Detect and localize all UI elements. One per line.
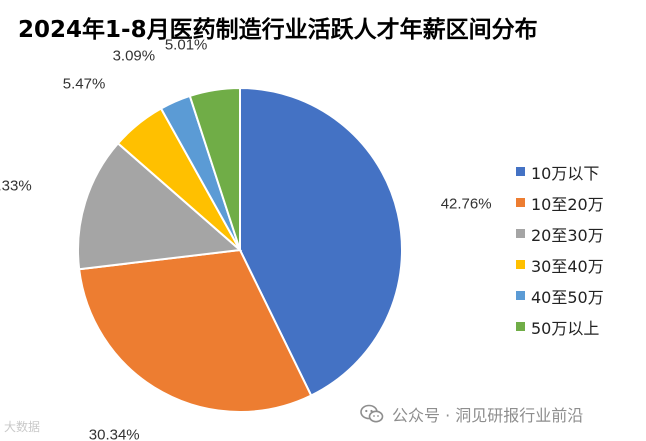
pie-label-6: 5.01% (165, 37, 208, 54)
pie-label-5: 3.09% (113, 48, 156, 65)
legend-item-5: 40至50万 (516, 280, 604, 311)
pie-slice-3 (77, 141, 243, 271)
watermark-right-text: 公众号 · 洞见研报行业前沿 (392, 406, 584, 425)
legend-item-6: 50万以上 (516, 311, 604, 342)
legend-label: 40至50万 (531, 287, 604, 307)
watermark-left: 大数据 (4, 418, 40, 435)
legend-swatch (516, 322, 525, 331)
legend-item-3: 20至30万 (516, 218, 604, 249)
pie-label-3: 13.33% (0, 178, 32, 195)
legend-swatch (516, 291, 525, 300)
chart-legend: 10万以下 10至20万 20至30万 30至40万 40至50万 50万以上 (516, 156, 604, 342)
legend-swatch (516, 198, 525, 207)
legend-label: 10至20万 (531, 194, 604, 214)
legend-item-2: 10至20万 (516, 187, 604, 218)
watermark-right: 公众号 · 洞见研报行业前沿 (360, 402, 583, 426)
pie-slice-2 (78, 248, 313, 413)
chart-title: 2024年1-8月医药制造行业活跃人才年薪区间分布 (18, 17, 538, 43)
pie-label-2: 30.34% (89, 426, 140, 441)
pie-label-4: 5.47% (63, 76, 106, 93)
legend-label: 20至30万 (531, 225, 604, 245)
legend-label: 30至40万 (531, 256, 604, 276)
pie-slice-1 (239, 86, 403, 397)
legend-swatch (516, 229, 525, 238)
watermark-left-text: 大数据 (4, 420, 41, 434)
pie-label-1: 42.76% (441, 196, 492, 213)
legend-swatch (516, 167, 525, 176)
wechat-icon (360, 404, 384, 423)
legend-item-1: 10万以下 (516, 156, 604, 187)
legend-item-4: 30至40万 (516, 249, 604, 280)
pie-slice-6 (188, 86, 241, 251)
legend-swatch (516, 260, 525, 269)
legend-label: 10万以下 (531, 163, 600, 183)
legend-label: 50万以上 (531, 318, 600, 338)
